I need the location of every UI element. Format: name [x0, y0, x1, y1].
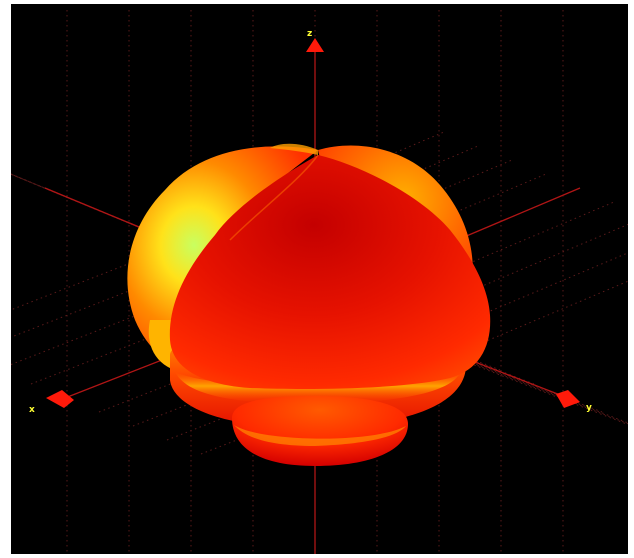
bottom-lobe [232, 396, 408, 466]
x-axis-marker[interactable] [46, 390, 74, 408]
radiation-pattern-surface[interactable] [127, 144, 490, 466]
y-axis-marker[interactable] [556, 390, 580, 408]
grid-line [451, 356, 628, 454]
z-axis-label: z [307, 29, 312, 39]
y-axis-label: y [586, 403, 592, 413]
x-axis-label: x [29, 405, 35, 415]
z-axis-marker[interactable] [306, 38, 324, 52]
3d-viewport[interactable]: z x y [11, 4, 628, 554]
radiation-pattern-scene: z x y [11, 4, 628, 554]
